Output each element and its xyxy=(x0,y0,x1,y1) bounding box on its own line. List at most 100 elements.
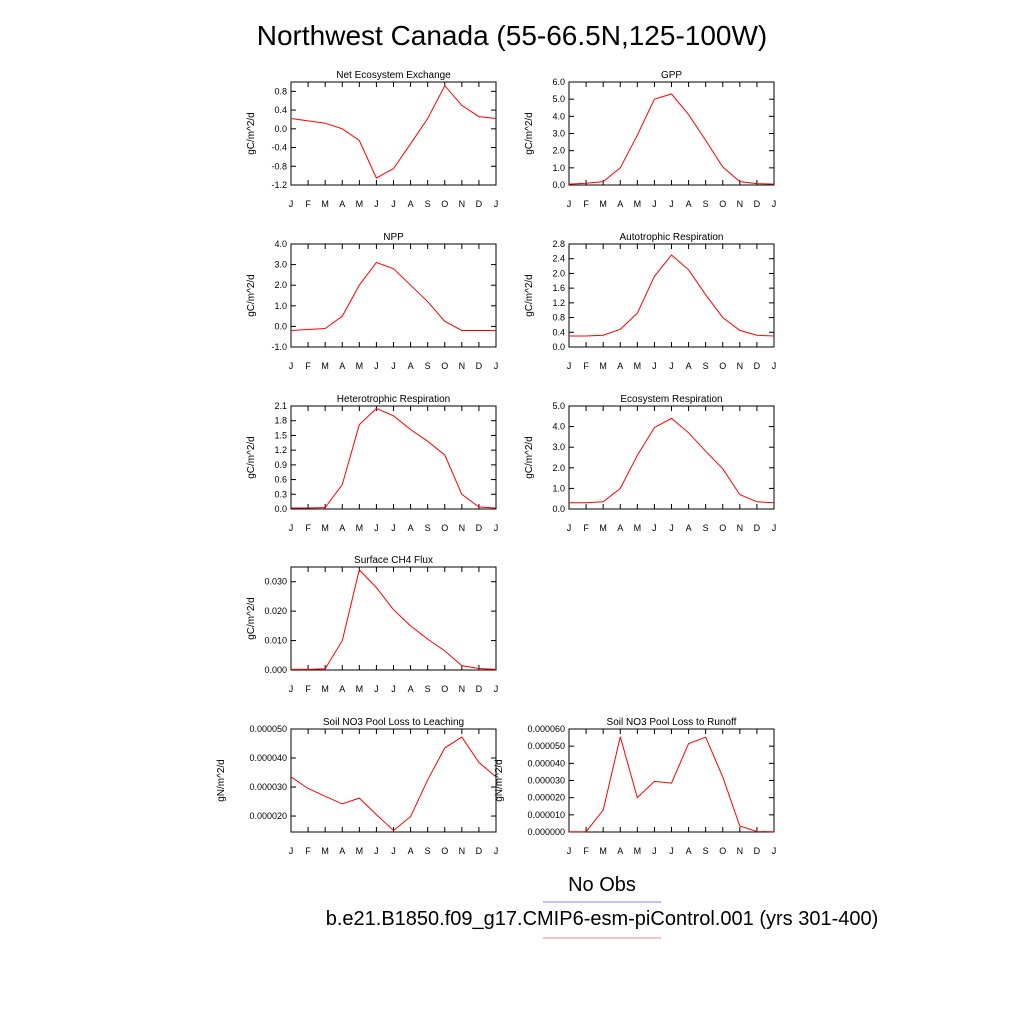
x-tick-label: M xyxy=(634,199,642,209)
y-tick-label: 6.0 xyxy=(552,77,565,87)
plot-frame xyxy=(568,728,775,833)
x-tick-label: A xyxy=(339,199,345,209)
x-tick-label: J xyxy=(669,361,674,371)
y-tick-label: 3.0 xyxy=(552,442,565,452)
y-axis-label: gN/m^2/d xyxy=(216,759,227,802)
x-tick-label: D xyxy=(476,361,483,371)
x-tick-label: J xyxy=(391,523,396,533)
x-tick-label: M xyxy=(634,846,642,856)
x-tick-label: J xyxy=(374,684,379,694)
plot-frame xyxy=(568,405,775,510)
y-axis-label: gC/m^2/d xyxy=(246,112,257,155)
x-tick-label: O xyxy=(719,361,726,371)
x-tick-label: J xyxy=(652,199,657,209)
y-tick-label: 4.0 xyxy=(552,422,565,432)
series-line xyxy=(569,417,775,504)
x-tick-label: D xyxy=(754,361,761,371)
plot-frame xyxy=(290,81,497,186)
y-axis-label: gC/m^2/d xyxy=(524,274,535,317)
y-axis-label: gN/m^2/d xyxy=(494,759,505,802)
y-tick-label: 0.000040 xyxy=(249,753,287,763)
figure-title: Northwest Canada (55-66.5N,125-100W) xyxy=(257,20,767,51)
y-tick-label: 1.2 xyxy=(552,298,565,308)
x-tick-label: J xyxy=(289,199,294,209)
x-tick-label: O xyxy=(441,684,448,694)
x-tick-label: J xyxy=(652,846,657,856)
x-tick-label: O xyxy=(441,199,448,209)
y-tick-label: 0.8 xyxy=(552,313,565,323)
y-tick-label: 4.0 xyxy=(274,239,287,249)
y-tick-label: 2.1 xyxy=(274,401,287,411)
panel-title: Soil NO3 Pool Loss to Runoff xyxy=(607,717,737,728)
x-tick-label: A xyxy=(686,846,692,856)
x-tick-label: F xyxy=(305,523,311,533)
x-tick-label: M xyxy=(356,523,364,533)
y-tick-label: 1.5 xyxy=(274,430,287,440)
y-tick-label: 0.0 xyxy=(274,504,287,514)
x-tick-label: J xyxy=(494,684,499,694)
x-tick-label: D xyxy=(476,684,483,694)
series-line xyxy=(290,736,497,832)
x-tick-label: J xyxy=(391,684,396,694)
x-tick-label: J xyxy=(289,523,294,533)
y-tick-label: 2.8 xyxy=(552,239,565,249)
x-tick-label: S xyxy=(703,361,709,371)
x-tick-label: D xyxy=(476,846,483,856)
y-tick-label: 0.8 xyxy=(274,86,287,96)
y-axis-label: gC/m^2/d xyxy=(246,436,257,479)
x-tick-label: D xyxy=(754,199,761,209)
x-tick-label: J xyxy=(772,199,777,209)
panel-title: Net Ecosystem Exchange xyxy=(336,70,451,81)
series-line xyxy=(568,93,775,185)
x-tick-label: J xyxy=(652,523,657,533)
x-tick-label: N xyxy=(459,523,466,533)
x-tick-label: S xyxy=(703,846,709,856)
series-line xyxy=(291,568,497,670)
y-tick-label: 0.030 xyxy=(264,577,287,587)
series-line xyxy=(290,261,496,331)
y-tick-label: 0.0 xyxy=(552,180,565,190)
x-tick-label: N xyxy=(737,199,744,209)
y-tick-label: 0.000040 xyxy=(527,758,565,768)
y-tick-label: 0.010 xyxy=(264,636,287,646)
y-tick-label: -1.0 xyxy=(271,342,287,352)
y-tick-label: 0.0 xyxy=(274,321,287,331)
x-tick-label: A xyxy=(339,846,345,856)
x-tick-label: M xyxy=(321,523,329,533)
x-tick-label: A xyxy=(408,684,414,694)
x-tick-label: J xyxy=(374,361,379,371)
panel-title: Surface CH4 Flux xyxy=(354,555,433,566)
x-tick-label: J xyxy=(567,523,572,533)
x-tick-label: M xyxy=(634,523,642,533)
x-tick-label: F xyxy=(583,199,589,209)
x-tick-label: J xyxy=(494,361,499,371)
x-tick-label: S xyxy=(425,361,431,371)
x-tick-label: N xyxy=(737,523,744,533)
x-tick-label: N xyxy=(459,199,466,209)
x-tick-label: A xyxy=(339,684,345,694)
x-tick-label: F xyxy=(305,361,311,371)
x-tick-label: A xyxy=(686,523,692,533)
x-tick-label: J xyxy=(772,846,777,856)
x-tick-label: F xyxy=(583,361,589,371)
x-tick-label: O xyxy=(719,199,726,209)
y-tick-label: 1.0 xyxy=(552,483,565,493)
x-tick-label: A xyxy=(408,523,414,533)
x-tick-label: N xyxy=(737,846,744,856)
x-tick-label: J xyxy=(374,846,379,856)
y-tick-label: 2.0 xyxy=(274,280,287,290)
plot-frame xyxy=(568,81,775,186)
x-tick-label: M xyxy=(321,846,329,856)
x-tick-label: M xyxy=(321,361,329,371)
x-tick-label: S xyxy=(425,846,431,856)
x-tick-label: S xyxy=(425,684,431,694)
y-axis-label: gC/m^2/d xyxy=(246,597,257,640)
y-tick-label: 1.0 xyxy=(274,301,287,311)
x-tick-label: A xyxy=(617,846,623,856)
plot-frame xyxy=(290,728,497,833)
